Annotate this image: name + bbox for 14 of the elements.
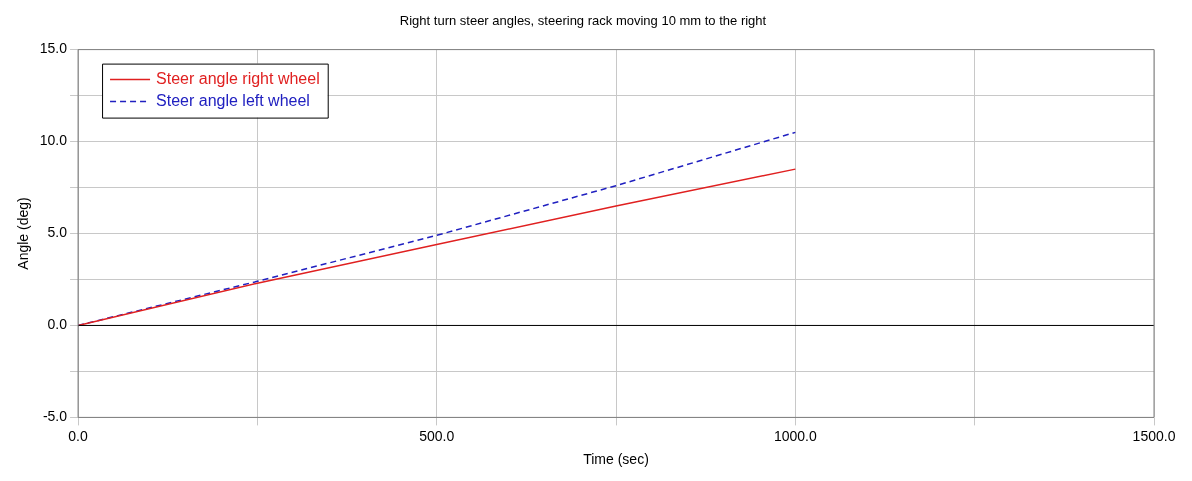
y-axis-title: Angle (deg) [15, 197, 32, 270]
x-tick-label: 0.0 [68, 427, 88, 444]
x-tick-label: 500.0 [419, 427, 455, 444]
x-tick-label: 1000.0 [773, 427, 817, 444]
y-tick-label: 15.0 [39, 40, 68, 57]
y-tick-label: -5.0 [42, 408, 68, 425]
x-axis-title: Time (sec) [583, 451, 649, 468]
legend-label: Steer angle left wheel [156, 92, 310, 110]
x-tick-label: 1500.0 [1132, 427, 1176, 444]
y-tick-label: 10.0 [39, 132, 68, 149]
legend-label: Steer angle right wheel [156, 70, 320, 88]
y-tick-label: 0.0 [47, 316, 68, 333]
y-tick-label: 5.0 [47, 224, 68, 241]
chart-title: Right turn steer angles, steering rack moving 10 mm to the right [399, 13, 767, 29]
